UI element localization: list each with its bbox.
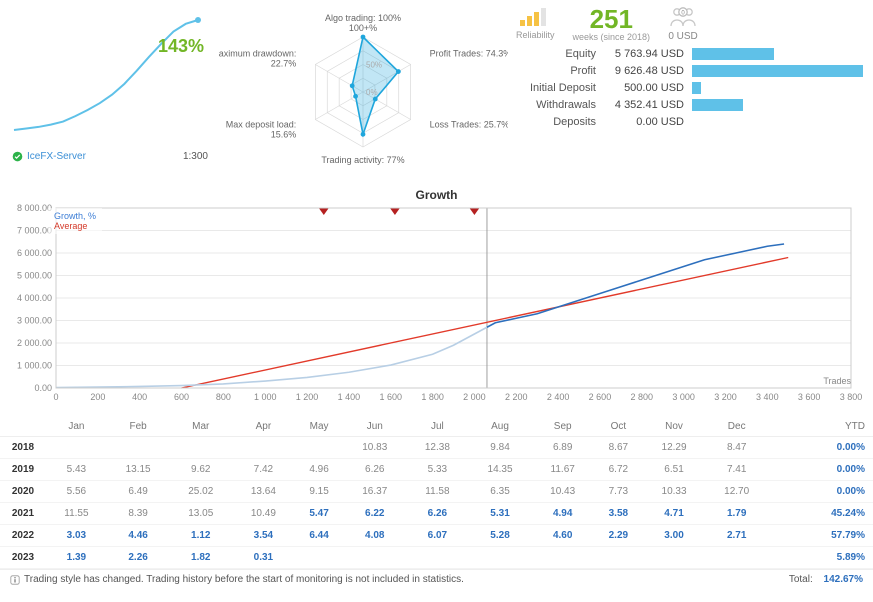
- stats-panel: Reliability 251 weeks (since 2018) 0 0 U…: [516, 6, 863, 128]
- sparkline-value: 143%: [158, 36, 204, 57]
- svg-text:0.00: 0.00: [34, 383, 52, 393]
- monthly-returns-table: JanFebMarAprMayJunJulAugSepOctNovDecYTD2…: [0, 417, 873, 569]
- svg-text:Max deposit load:: Max deposit load:: [226, 120, 297, 130]
- radar-chart: 50% 0% Algo trading: 100%100+% Profit Trade…: [218, 6, 508, 178]
- stat-label: Equity: [516, 48, 596, 60]
- svg-text:5 000.00: 5 000.00: [17, 271, 52, 281]
- svg-text:Trades: Trades: [823, 376, 851, 386]
- stat-bar: [692, 65, 863, 77]
- leverage-label: 1:300: [183, 151, 208, 162]
- svg-text:1 600: 1 600: [379, 392, 402, 402]
- svg-text:50%: 50%: [366, 61, 382, 70]
- stat-value: 0.00 USD: [604, 116, 684, 128]
- svg-text:400: 400: [132, 392, 147, 402]
- stat-row: Initial Deposit 500.00 USD: [516, 82, 863, 94]
- svg-text:2 000.00: 2 000.00: [17, 338, 52, 348]
- footer-bar: Trading style has changed. Trading histo…: [0, 569, 873, 593]
- svg-text:Algo trading: 100%: Algo trading: 100%: [325, 13, 401, 23]
- growth-chart-legend: Growth, % Average: [48, 208, 102, 234]
- svg-text:600: 600: [174, 392, 189, 402]
- stat-bar: [692, 82, 863, 94]
- stat-bar: [692, 99, 863, 111]
- stat-row: Equity 5 763.94 USD: [516, 48, 863, 60]
- svg-text:200: 200: [90, 392, 105, 402]
- svg-text:8 000.00: 8 000.00: [17, 203, 52, 213]
- weeks-value: 251: [573, 6, 651, 32]
- stat-label: Initial Deposit: [516, 82, 596, 94]
- stat-row: Withdrawals 4 352.41 USD: [516, 99, 863, 111]
- stat-value: 5 763.94 USD: [604, 48, 684, 60]
- stat-bar: [692, 116, 863, 128]
- subscribers-icon: 0: [668, 6, 698, 28]
- reliability-block: Reliability: [516, 8, 555, 40]
- svg-text:6 000.00: 6 000.00: [17, 248, 52, 258]
- stat-label: Profit: [516, 65, 596, 77]
- svg-text:1 400: 1 400: [338, 392, 361, 402]
- svg-text:3 400: 3 400: [756, 392, 779, 402]
- svg-text:2 200: 2 200: [505, 392, 528, 402]
- stat-value: 500.00 USD: [604, 82, 684, 94]
- svg-text:4 000.00: 4 000.00: [17, 293, 52, 303]
- stat-label: Withdrawals: [516, 99, 596, 111]
- svg-text:2 600: 2 600: [589, 392, 612, 402]
- stat-label: Deposits: [516, 116, 596, 128]
- svg-text:2 000: 2 000: [463, 392, 486, 402]
- svg-text:800: 800: [216, 392, 231, 402]
- stat-row: Deposits 0.00 USD: [516, 116, 863, 128]
- stat-row: Profit 9 626.48 USD: [516, 65, 863, 77]
- svg-text:Profit Trades: 74.3%: Profit Trades: 74.3%: [430, 49, 508, 59]
- info-icon: [10, 575, 20, 585]
- svg-text:3 000: 3 000: [672, 392, 695, 402]
- stat-bar: [692, 48, 863, 60]
- weeks-block: 251 weeks (since 2018): [573, 6, 651, 42]
- server-badge: IceFX-Server: [12, 151, 86, 162]
- footer-total-label: Total:: [789, 574, 813, 585]
- svg-text:3 200: 3 200: [714, 392, 737, 402]
- legend-average: Average: [54, 221, 96, 231]
- growth-chart-title: Growth: [0, 188, 873, 202]
- reliability-label: Reliability: [516, 30, 555, 40]
- svg-text:3 800: 3 800: [840, 392, 863, 402]
- svg-text:1 000.00: 1 000.00: [17, 361, 52, 371]
- svg-text:15.6%: 15.6%: [271, 130, 297, 140]
- subscribers-block: 0 0 USD: [668, 6, 698, 42]
- reliability-bars-icon: [518, 8, 552, 28]
- svg-text:Trading activity: 77%: Trading activity: 77%: [321, 155, 404, 165]
- footer-note: Trading style has changed. Trading histo…: [24, 574, 464, 585]
- stat-value: 9 626.48 USD: [604, 65, 684, 77]
- svg-text:Loss Trades: 25.7%: Loss Trades: 25.7%: [430, 120, 508, 130]
- growth-chart: 0.00 1 000.00 2 000.00 3 000.00 4 000.00 5 00…: [0, 202, 873, 415]
- svg-text:1 200: 1 200: [296, 392, 319, 402]
- weeks-label: weeks (since 2018): [573, 32, 651, 42]
- footer-total-value: 142.67%: [824, 574, 863, 585]
- svg-text:22.7%: 22.7%: [271, 59, 297, 69]
- svg-text:100+%: 100+%: [349, 23, 377, 33]
- stat-value: 4 352.41 USD: [604, 99, 684, 111]
- growth-sparkline: 143% IceFX-Server 1:300: [10, 6, 210, 162]
- svg-text:1 000: 1 000: [254, 392, 277, 402]
- subscribers-value: 0 USD: [668, 31, 698, 42]
- svg-text:0%: 0%: [366, 88, 378, 97]
- svg-text:0: 0: [53, 392, 58, 402]
- svg-text:2 400: 2 400: [547, 392, 570, 402]
- server-name: IceFX-Server: [27, 151, 86, 162]
- svg-text:2 800: 2 800: [631, 392, 654, 402]
- svg-text:1 800: 1 800: [421, 392, 444, 402]
- svg-text:7 000.00: 7 000.00: [17, 226, 52, 236]
- svg-text:3 600: 3 600: [798, 392, 821, 402]
- svg-text:3 000.00: 3 000.00: [17, 316, 52, 326]
- svg-text:Maximum drawdown:: Maximum drawdown:: [218, 49, 296, 59]
- legend-growth: Growth, %: [54, 211, 96, 221]
